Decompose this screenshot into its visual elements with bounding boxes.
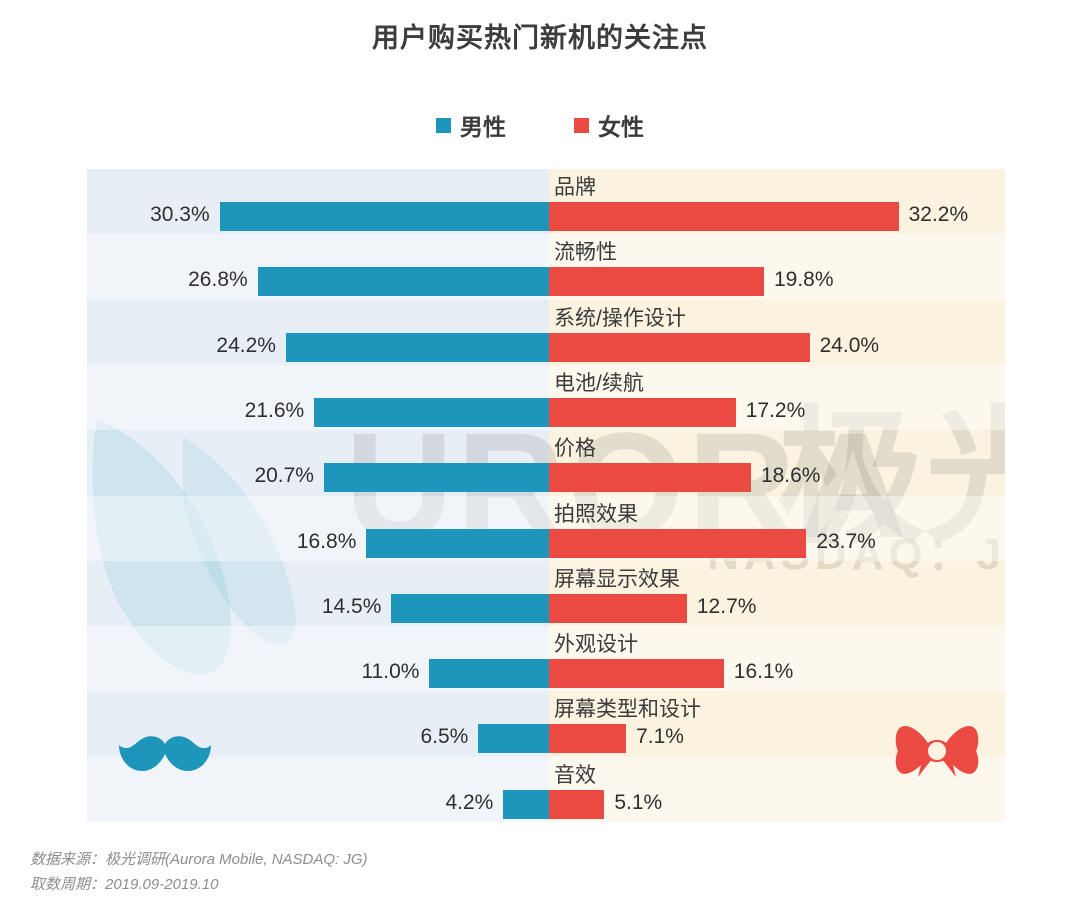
bar-band: 6.5% 7.1%: [87, 724, 1005, 754]
legend-item-male[interactable]: 男性: [436, 108, 506, 142]
value-label-male: 6.5%: [420, 725, 469, 749]
chart-row: 品牌 30.3% 32.2%: [87, 169, 1005, 234]
chart-row: 系统/操作设计 24.2% 24.0%: [87, 300, 1005, 365]
bar-female[interactable]: [549, 397, 736, 427]
value-label-male: 11.0%: [361, 660, 420, 684]
chart-row: 流畅性 26.8% 19.8%: [87, 234, 1005, 300]
value-label-male: 30.3%: [150, 203, 210, 226]
footer-source: 数据来源：极光调研(Aurora Mobile, NASDAQ: JG): [30, 851, 368, 868]
category-label: 拍照效果: [554, 502, 638, 526]
bar-band: 21.6% 17.2%: [87, 397, 1005, 427]
footer-note: 数据来源：极光调研(Aurora Mobile, NASDAQ: JG) 取数周…: [30, 848, 368, 898]
bar-female[interactable]: [549, 332, 810, 362]
bar-male[interactable]: [257, 267, 549, 297]
bar-male[interactable]: [478, 724, 549, 754]
legend-item-female[interactable]: 女性: [574, 108, 644, 142]
value-label-male: 20.7%: [254, 464, 314, 488]
footer-period: 取数周期：2019.09-2019.10: [30, 875, 219, 893]
chart-legend: 男性 女性: [0, 108, 1080, 142]
bar-band: 20.7% 18.6%: [87, 463, 1005, 493]
bar-female[interactable]: [549, 724, 627, 754]
bar-band: 14.5% 12.7%: [87, 593, 1005, 623]
value-label-female: 19.8%: [773, 268, 834, 292]
bar-band: 24.2% 24.0%: [87, 332, 1005, 362]
mustache-icon: [119, 735, 211, 780]
category-label: 外观设计: [554, 633, 638, 657]
bar-band: 11.0% 16.1%: [87, 659, 1005, 689]
legend-label-female: 女性: [598, 114, 644, 140]
category-label: 品牌: [554, 176, 596, 199]
category-label: 屏幕显示效果: [554, 567, 680, 591]
value-label-female: 12.7%: [696, 594, 757, 618]
bar-male[interactable]: [503, 789, 549, 819]
chart-rows: 品牌 30.3% 32.2% 流畅性 26.8% 19.8% 系统/操作设计 24.2% 24.…: [87, 169, 1005, 822]
value-label-male: 26.8%: [188, 268, 248, 292]
category-label: 系统/操作设计: [554, 306, 686, 330]
chart-row: 屏幕类型和设计 6.5% 7.1%: [87, 691, 1005, 756]
value-label-female: 16.1%: [733, 660, 794, 684]
category-label: 电池/续航: [554, 371, 644, 395]
chart-plot-area: URORA 极光 NASDAQ：JG 品牌30.3%32.2%流畅性26.8%1…: [87, 169, 1005, 822]
bar-band: 26.8% 19.8%: [87, 267, 1005, 297]
bar-male[interactable]: [323, 463, 549, 493]
bar-male[interactable]: [285, 332, 549, 362]
value-label-male: 16.8%: [296, 529, 357, 553]
value-label-male: 21.6%: [244, 398, 305, 422]
bar-female[interactable]: [549, 267, 764, 297]
bar-male[interactable]: [391, 593, 549, 623]
chart-row: 音效 4.2% 5.1%: [87, 756, 1005, 822]
chart-row: 价格 20.7% 18.6%: [87, 430, 1005, 495]
category-label: 价格: [554, 437, 596, 461]
chart-row: 电池/续航 21.6% 17.2%: [87, 364, 1005, 431]
bar-male[interactable]: [366, 528, 549, 558]
value-label-female: 24.0%: [819, 333, 880, 357]
value-label-female: 18.6%: [760, 464, 821, 488]
category-label: 流畅性: [554, 241, 617, 265]
chart-row: 屏幕显示效果 14.5% 12.7%: [87, 561, 1005, 626]
legend-swatch-female: [574, 117, 589, 133]
legend-label-male: 男性: [460, 114, 506, 140]
value-label-male: 14.5%: [321, 594, 382, 618]
value-label-female: 17.2%: [745, 398, 806, 422]
bar-male[interactable]: [314, 397, 549, 427]
legend-swatch-male: [436, 117, 451, 133]
bar-female[interactable]: [549, 789, 605, 819]
value-label-female: 32.2%: [908, 203, 969, 226]
bar-male[interactable]: [429, 659, 549, 689]
category-label: 屏幕类型和设计: [554, 698, 701, 722]
value-label-male: 24.2%: [216, 333, 276, 357]
value-label-male: 4.2%: [445, 790, 494, 814]
bar-female[interactable]: [549, 463, 751, 493]
bar-male[interactable]: [219, 202, 549, 231]
bar-band: 30.3% 32.2%: [87, 202, 1005, 231]
bar-female[interactable]: [549, 659, 724, 689]
bar-band: 4.2% 5.1%: [87, 789, 1005, 819]
chart-row: 拍照效果 16.8% 23.7%: [87, 495, 1005, 561]
category-label: 音效: [554, 763, 596, 787]
bar-female[interactable]: [549, 202, 899, 231]
chart-row: 外观设计 11.0% 16.1%: [87, 626, 1005, 692]
page-title: 用户购买热门新机的关注点: [372, 23, 708, 53]
bar-band: 16.8% 23.7%: [87, 528, 1005, 558]
value-label-female: 5.1%: [614, 790, 663, 814]
bar-female[interactable]: [549, 593, 687, 623]
bow-icon: [894, 721, 980, 784]
value-label-female: 7.1%: [636, 725, 684, 749]
bar-female[interactable]: [549, 528, 807, 558]
value-label-female: 23.7%: [816, 529, 876, 553]
